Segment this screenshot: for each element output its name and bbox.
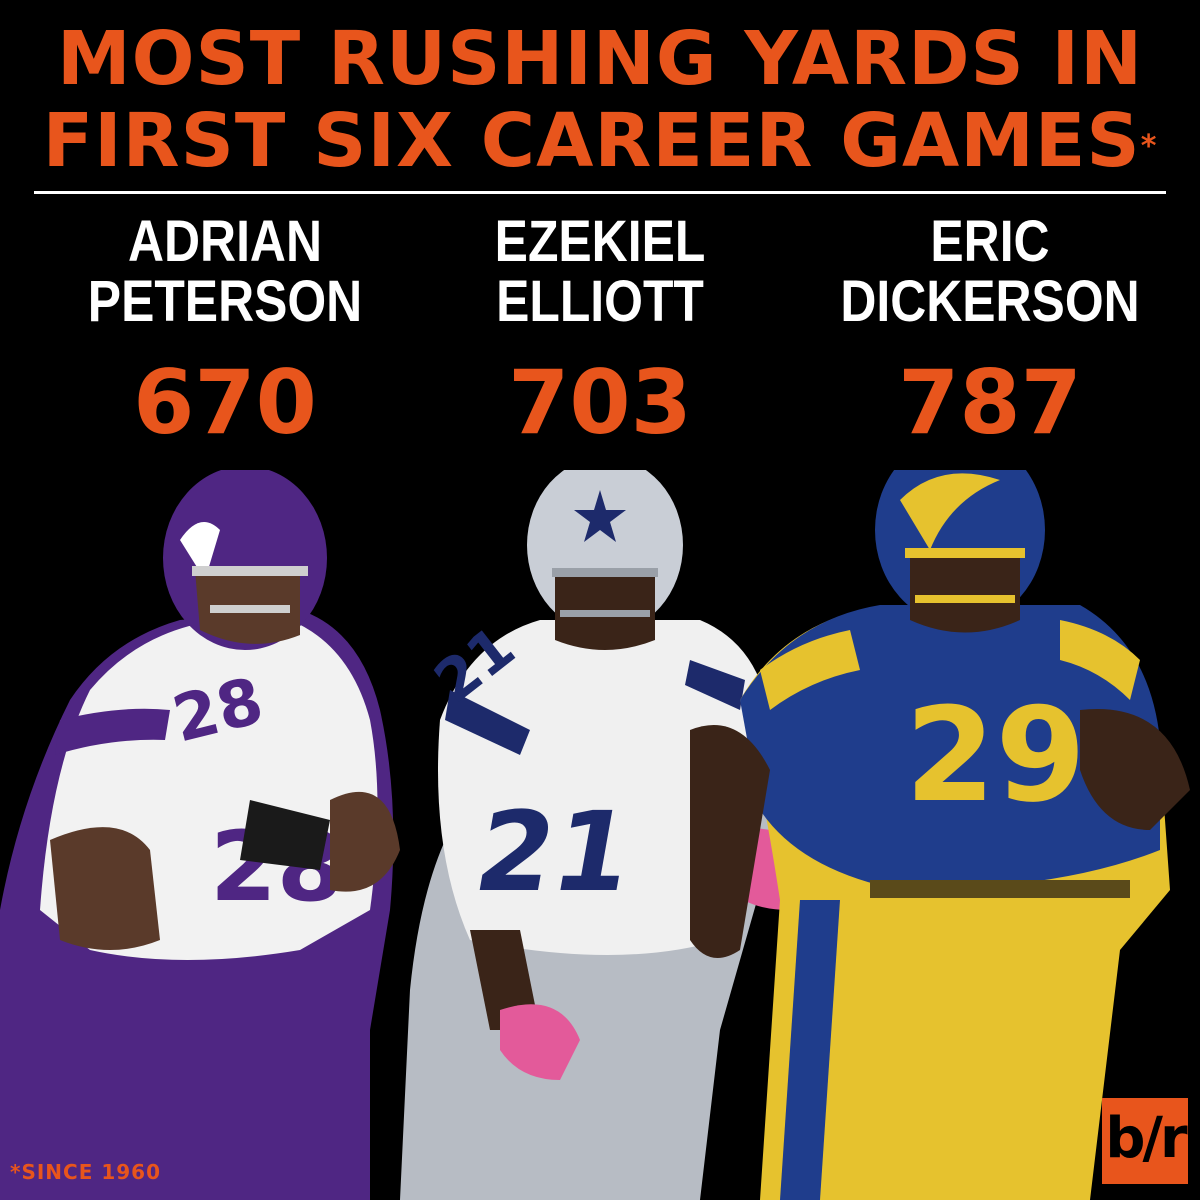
player-photo-elliott: 21 21	[400, 470, 810, 1200]
player-first-name: EZEKIEL	[494, 209, 706, 274]
player-last-name: ELLIOTT	[496, 269, 704, 334]
player-yards-peterson: 670	[133, 351, 317, 454]
player-column-elliott: EZEKIEL ELLIOTT 703	[420, 212, 780, 448]
headline-line-2: FIRST SIX CAREER GAMES*	[0, 100, 1200, 182]
player-photo-dickerson: 29	[690, 470, 1190, 1200]
player-name-dickerson: ERIC DICKERSON	[835, 212, 1145, 332]
divider-rule	[34, 191, 1166, 194]
player-photo-peterson: 28 28	[0, 470, 400, 1200]
headline: MOST RUSHING YARDS IN FIRST SIX CAREER G…	[0, 18, 1200, 182]
bleacher-report-logo: b/r	[1102, 1098, 1188, 1184]
player-last-name: PETERSON	[87, 269, 363, 334]
player-first-name: ADRIAN	[128, 209, 322, 274]
players-photo: 28 28 21 21 29	[0, 470, 1190, 1200]
player-last-name: DICKERSON	[840, 269, 1140, 334]
dickerson-jersey-number: 29	[905, 679, 1086, 831]
player-name-elliott: EZEKIEL ELLIOTT	[445, 212, 755, 332]
elliott-jersey-number: 21	[466, 789, 642, 917]
player-yards-elliott: 703	[508, 351, 692, 454]
headline-asterisk: *	[1140, 129, 1158, 164]
headline-line-2-text: FIRST SIX CAREER GAMES	[42, 98, 1141, 184]
player-yards-dickerson: 787	[898, 351, 1082, 454]
footnote: *SINCE 1960	[10, 1160, 162, 1184]
player-first-name: ERIC	[930, 209, 1050, 274]
player-column-dickerson: ERIC DICKERSON 787	[810, 212, 1170, 448]
player-name-peterson: ADRIAN PETERSON	[70, 212, 380, 332]
headline-line-1: MOST RUSHING YARDS IN	[56, 16, 1144, 102]
player-column-peterson: ADRIAN PETERSON 670	[45, 212, 405, 448]
